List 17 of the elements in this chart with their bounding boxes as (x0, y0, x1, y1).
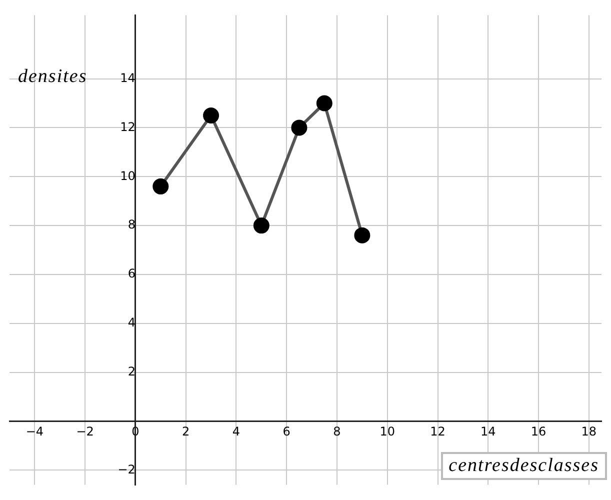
x-tick-label: 16 (530, 424, 546, 439)
x-tick-label: 4 (232, 424, 240, 439)
x-tick-label: 8 (333, 424, 341, 439)
x-axis-title: centresdesclasses (440, 452, 607, 480)
y-tick-label: 2 (128, 364, 136, 378)
x-tick-label: 14 (480, 424, 496, 439)
y-tick-label: 10 (120, 168, 136, 183)
y-axis-title: densites (18, 66, 88, 88)
x-tick-label: 10 (380, 424, 396, 439)
x-tick-label: 6 (282, 424, 290, 439)
x-tick-label: 2 (182, 424, 190, 439)
x-tick-label: −4 (26, 424, 44, 439)
y-tick-label: 12 (120, 120, 136, 134)
x-tick-label: 12 (430, 424, 446, 439)
x-tick-label: 18 (581, 424, 597, 439)
y-tick-label: −2 (118, 462, 136, 476)
x-tick-label: −2 (76, 424, 94, 439)
